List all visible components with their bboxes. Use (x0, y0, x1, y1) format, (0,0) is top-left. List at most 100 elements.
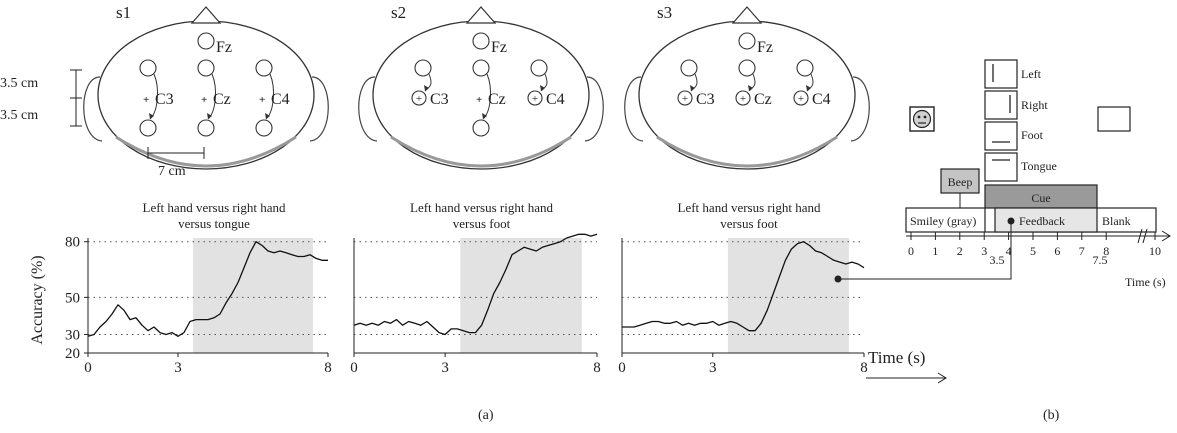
feedback-shading (460, 238, 582, 353)
chart-title-line-2: versus foot (720, 216, 778, 231)
electrode-fz-circle (738, 32, 756, 50)
blank-label: Blank (1102, 214, 1131, 228)
x-tick-label: 0 (618, 360, 626, 376)
electrode-label-fz: Fz (757, 39, 773, 56)
cue-label-right: Right (1021, 98, 1048, 112)
electrode-c3-top (139, 59, 157, 77)
paradigm-tick-label: 2 (957, 244, 963, 258)
plus-marker: + (532, 93, 538, 105)
plus-marker: + (682, 93, 688, 105)
paradigm-tick-label: 6 (1054, 244, 1060, 258)
electrode-c3-ring (677, 90, 693, 106)
ear-right (309, 76, 329, 142)
plus-marker: + (201, 94, 207, 106)
electrode-c4-ring (793, 90, 809, 106)
electrode-label-c4: C4 (812, 91, 831, 108)
feedback-label: Feedback (1019, 214, 1065, 228)
plus-marker: + (416, 93, 422, 105)
x-tick-label: 8 (860, 360, 868, 376)
paradigm-tick-label: 5 (1030, 244, 1036, 258)
arrow-head (149, 113, 154, 119)
head-chin-shading (656, 135, 838, 168)
panel-label-b: (b) (1043, 408, 1060, 423)
dimension-vertical-top: 3.5 cm (0, 76, 38, 91)
y-tick-label: 50 (65, 290, 80, 306)
ear-left (358, 76, 378, 142)
smiley-icon (909, 106, 935, 132)
electrode-c3-ring (411, 90, 427, 106)
electrode-label-c3: C3 (696, 91, 715, 108)
x-tick-label: 0 (84, 360, 92, 376)
y-tick-label: 20 (65, 346, 80, 362)
electrode-c3-top (414, 59, 432, 77)
arrow-head (265, 113, 270, 119)
paradigm-tick-label: 10 (1149, 244, 1161, 258)
x-tick-label: 8 (324, 360, 332, 376)
cue-left-icon (984, 59, 1018, 89)
electrode-c4-top (796, 59, 814, 77)
electrode-label-c4: C4 (546, 91, 565, 108)
arrow-head (207, 113, 212, 119)
ear-left (83, 76, 103, 142)
paradigm-diagram: Left Right Foot Tongue Beep Cue Smiley (… (834, 59, 1171, 289)
arrow-head (482, 113, 487, 119)
electrode-fz-circle (472, 32, 490, 50)
head-diagrams: s1 Fz + C3 + Cz + C4 s2 Fz + C3 + Cz + C4 s3 Fz + C3 + Cz + C4 (83, 3, 870, 170)
panel-label-a: (a) (478, 408, 494, 423)
paradigm-tick-label: 4 (1006, 244, 1012, 258)
time-arrow: Time (s) (866, 348, 947, 384)
dimension-vertical-bottom: 3.5 cm (0, 108, 38, 123)
arrow-head (690, 85, 695, 91)
electrode-cz-bottom (197, 119, 215, 137)
time-arrow-label: Time (s) (868, 348, 925, 367)
feedback-shading (193, 238, 313, 353)
x-tick-label: 0 (350, 360, 358, 376)
head-label: s3 (657, 3, 672, 22)
feedback-box (994, 207, 1098, 233)
head-1: s1 Fz + C3 + Cz + C4 (83, 3, 329, 170)
arrow-head (806, 85, 811, 91)
x-tick-label: 8 (593, 360, 601, 376)
arrow-head (748, 85, 753, 91)
nose (465, 6, 497, 24)
nose (190, 6, 222, 24)
extra-tick-7.5: 7.5 (1093, 253, 1108, 267)
head-label: s2 (391, 3, 406, 22)
electrode-label-cz: Cz (754, 91, 772, 108)
dimension-annotations: 3.5 cm 3.5 cm 7 cm (0, 69, 205, 179)
electrode-cz-top (472, 59, 490, 77)
electrode-label-cz: Cz (213, 91, 231, 108)
plus-marker: + (740, 93, 746, 105)
arrow-head (424, 85, 429, 91)
cue-bar-label: Cue (1031, 191, 1050, 205)
accuracy-line-2 (353, 233, 598, 336)
smiley-label: Smiley (gray) (910, 214, 976, 228)
beep-label: Beep (948, 175, 973, 189)
electrode-label-c3: C3 (155, 91, 174, 108)
electrode-label-c3: C3 (430, 91, 449, 108)
head-3: s3 Fz + C3 + Cz + C4 (624, 3, 870, 170)
paradigm-tick-label: 0 (908, 244, 914, 258)
electrode-cz-top (738, 59, 756, 77)
electrode-c4-top (530, 59, 548, 77)
paradigm-tick-label: 3 (981, 244, 987, 258)
paradigm-time-label: Time (s) (1125, 275, 1166, 289)
accuracy-line-1 (87, 241, 328, 337)
paradigm-time-axis: 0 1 2 3 4 5 6 7 8 10 (908, 232, 1161, 258)
y-tick-label: 80 (65, 235, 80, 251)
electrode-cz-ring (735, 90, 751, 106)
cue-right-icon (984, 90, 1018, 120)
chart-title-line-1: Left hand versus right hand (143, 200, 286, 215)
head-chin-shading (115, 135, 297, 168)
electrode-fz-circle (197, 32, 215, 50)
electrode-cz-bottom (472, 119, 490, 137)
ear-right (584, 76, 604, 142)
paradigm-tick-label: 8 (1103, 244, 1109, 258)
ear-left (624, 76, 644, 142)
y-tick-label: 30 (65, 327, 80, 343)
electrode-c4-bottom (255, 119, 273, 137)
electrode-c4-ring (527, 90, 543, 106)
electrode-label-fz: Fz (491, 39, 507, 56)
